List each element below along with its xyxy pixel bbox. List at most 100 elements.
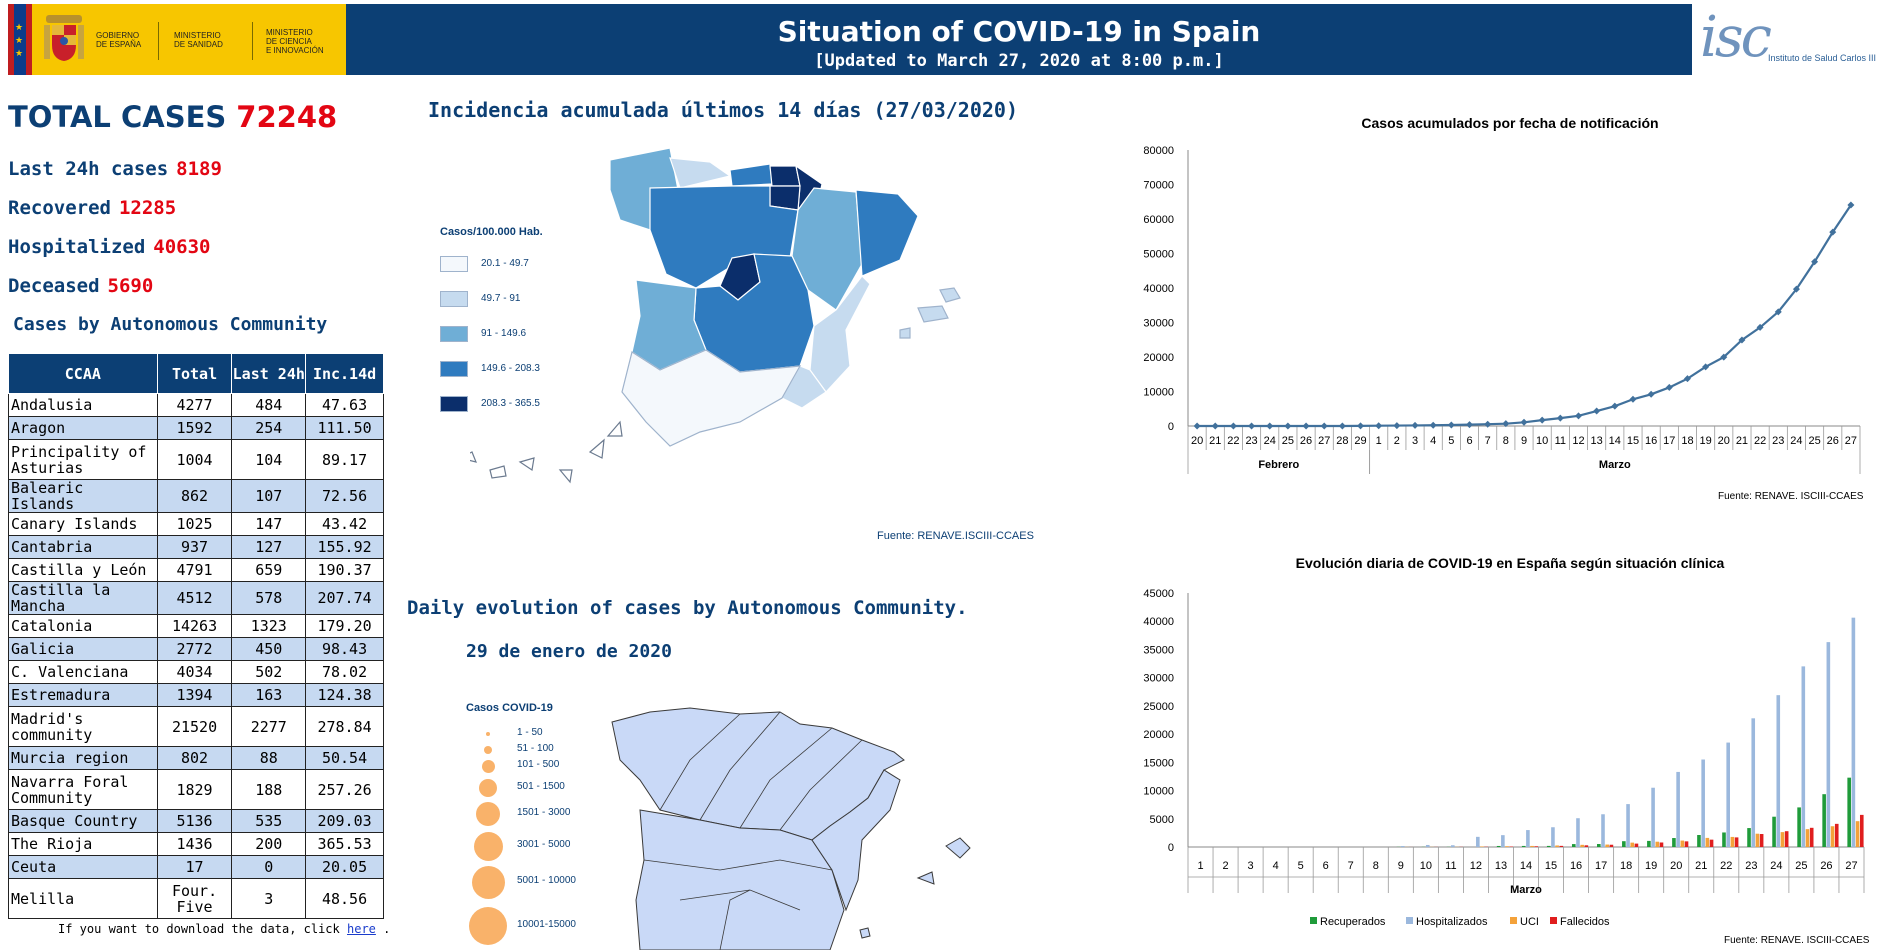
data-point [1720, 353, 1728, 361]
table-row: C. Valenciana 4034 502 78.02 [8, 660, 384, 684]
stat-last-24h: Last 24h cases 8189 [8, 158, 222, 180]
data-point [1320, 422, 1328, 430]
x-tick-label: 12 [1470, 860, 1482, 872]
bar-uci [1655, 841, 1660, 847]
data-point [1193, 422, 1201, 430]
cell-inc: 98.43 [305, 637, 384, 661]
bar-fallecidos [1734, 837, 1739, 847]
bubble-label: 101 - 500 [517, 759, 560, 770]
table-row: Estremadura 1394 163 124.38 [8, 683, 384, 707]
incidence-map [470, 147, 961, 484]
cell-inc: 365.53 [305, 832, 384, 856]
y-tick-label: 5000 [1150, 814, 1174, 826]
bar-fallecidos [1759, 834, 1764, 847]
clinical-chart-source: Fuente: RENAVE. ISCIII-CCAES [1724, 935, 1870, 946]
x-tick-label: 3 [1412, 435, 1418, 447]
cell-last: 659 [231, 558, 307, 582]
cell-last: 104 [231, 439, 307, 480]
bar-recuperados [1521, 845, 1526, 847]
cell-inc: 43.42 [305, 512, 384, 536]
bubble-icon [479, 779, 497, 797]
stat-recovered: Recovered 12285 [8, 197, 177, 219]
cell-name: Andalusia [8, 393, 158, 417]
bar-uci [1630, 842, 1635, 847]
y-tick-label: 35000 [1143, 644, 1174, 656]
bar-recuperados [1546, 845, 1551, 847]
legend-swatch [1406, 917, 1413, 924]
bar-hospitalizados [1576, 818, 1580, 847]
cell-last: 147 [231, 512, 307, 536]
cumulative-cases-chart: 0 10000 20000 30000 40000 50000 60000 70000 8000… [1143, 145, 1861, 474]
table-row: Principality of Asturias 1004 104 89.17 [8, 439, 384, 480]
data-point [1447, 421, 1455, 429]
cell-inc: 207.74 [305, 581, 384, 615]
bar-uci [1855, 821, 1860, 847]
data-point [1702, 363, 1710, 371]
x-tick-label: 28 [1336, 435, 1348, 447]
data-point [1266, 422, 1274, 430]
table-row: Canary Islands 1025 147 43.42 [8, 512, 384, 536]
data-point [1611, 402, 1619, 410]
cell-name: Melilla [8, 878, 158, 919]
daily-evolution-title: Daily evolution of cases by Autonomous C… [407, 597, 968, 619]
table-row: Aragon 1592 254 111.50 [8, 416, 384, 440]
cell-last: 578 [231, 581, 307, 615]
bubble-label: 1501 - 3000 [517, 807, 571, 818]
cell-total: 5136 [156, 809, 233, 833]
bar-hospitalizados [1526, 830, 1530, 847]
incidence-legend-title: Casos/100.000 Hab. [440, 226, 543, 238]
data-point [1466, 421, 1474, 429]
cell-total: 1004 [156, 439, 233, 480]
download-link[interactable]: here [347, 922, 376, 936]
gov-label-sanidad: MINISTERIO DE SANIDAD [174, 31, 223, 49]
daily-region-center [635, 809, 845, 950]
x-tick-label: 14 [1609, 435, 1621, 447]
bubble-label: 5001 - 10000 [517, 875, 576, 886]
bar-recuperados [1722, 832, 1726, 847]
x-tick-label: 21 [1736, 435, 1748, 447]
cell-total: 937 [156, 535, 233, 559]
cell-last: 450 [231, 637, 307, 661]
cell-inc: 89.17 [305, 439, 384, 480]
bubble-label: 3001 - 5000 [517, 839, 571, 850]
x-tick-label: 17 [1663, 435, 1675, 447]
coat-of-arms-icon [44, 15, 84, 61]
cell-name: Estremadura [8, 683, 158, 707]
cell-name: Navarra Foral Community [8, 769, 158, 810]
bar-recuperados [1496, 845, 1501, 847]
table-row: Murcia region 802 88 50.54 [8, 746, 384, 770]
legend-label: Recuperados [1320, 916, 1386, 928]
x-group-label: Marzo [1599, 459, 1631, 471]
cell-last: 3 [231, 878, 307, 919]
x-tick-label: 7 [1485, 435, 1491, 447]
bar-uci [1830, 826, 1835, 847]
download-note: If you want to download the data, click … [58, 922, 391, 936]
cell-name: Castilla la Mancha [8, 581, 158, 615]
x-tick-label: 23 [1245, 435, 1257, 447]
bubble-icon [484, 746, 492, 754]
isciii-logo: isc Instituto de Salud Carlos III [1692, 4, 1894, 75]
data-point [1593, 407, 1601, 415]
cell-inc: 209.03 [305, 809, 384, 833]
legend-swatch [440, 396, 468, 412]
x-tick-label: 19 [1645, 860, 1657, 872]
cell-last: 188 [231, 769, 307, 810]
cell-total: 802 [156, 746, 233, 770]
legend-swatch [1310, 917, 1317, 924]
data-point [1683, 375, 1691, 383]
data-point [1229, 422, 1237, 430]
cell-inc: 155.92 [305, 535, 384, 559]
region-valencia [809, 275, 871, 393]
data-point [1211, 422, 1219, 430]
x-tick-label: 25 [1282, 435, 1294, 447]
bar-uci [1755, 833, 1760, 847]
x-tick-label: 21 [1209, 435, 1221, 447]
series-line [1197, 204, 1852, 428]
daily-region-balearic [916, 837, 971, 885]
y-tick-label: 70000 [1143, 180, 1174, 192]
ccaa-section-title: Cases by Autonomous Community [13, 314, 328, 335]
col-header-last24h: Last 24h [231, 353, 307, 394]
cell-last: 254 [231, 416, 307, 440]
bubble-label: 501 - 1500 [517, 781, 565, 792]
y-tick-label: 50000 [1143, 249, 1174, 261]
